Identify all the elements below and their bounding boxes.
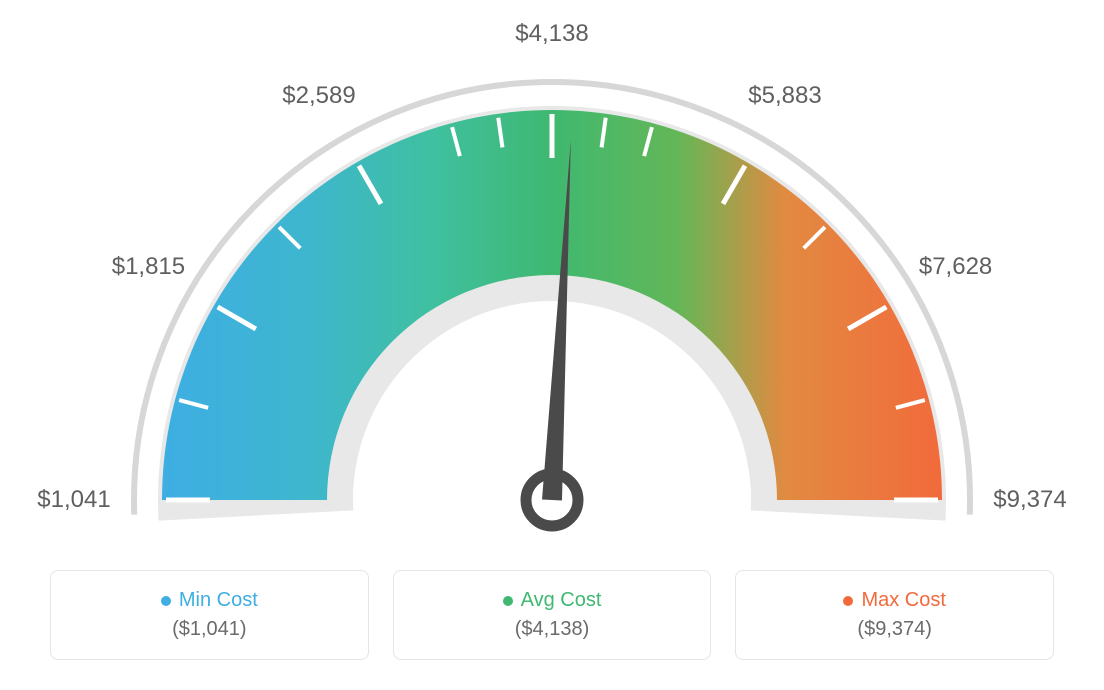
gauge-tick-label: $9,374 bbox=[993, 486, 1066, 514]
legend-title-min: Min Cost bbox=[161, 589, 258, 612]
legend-row: Min Cost ($1,041) Avg Cost ($4,138) Max … bbox=[50, 570, 1054, 660]
legend-min-label: Min Cost bbox=[179, 589, 258, 612]
legend-max-label: Max Cost bbox=[861, 589, 945, 612]
gauge-svg bbox=[52, 10, 1052, 550]
gauge-tick-label: $4,138 bbox=[515, 20, 588, 48]
legend-title-avg: Avg Cost bbox=[503, 589, 602, 612]
bullet-icon bbox=[843, 596, 853, 606]
legend-title-max: Max Cost bbox=[843, 589, 945, 612]
bullet-icon bbox=[161, 596, 171, 606]
gauge-tick-label: $5,883 bbox=[748, 82, 821, 110]
cost-gauge: $1,041$1,815$2,589$4,138$5,883$7,628$9,3… bbox=[52, 10, 1052, 550]
legend-card-avg: Avg Cost ($4,138) bbox=[393, 570, 712, 660]
bullet-icon bbox=[503, 596, 513, 606]
gauge-tick-label: $7,628 bbox=[919, 253, 992, 281]
gauge-tick-label: $1,041 bbox=[37, 486, 110, 514]
legend-avg-label: Avg Cost bbox=[521, 589, 602, 612]
legend-max-value: ($9,374) bbox=[857, 618, 932, 641]
gauge-tick-label: $2,589 bbox=[282, 82, 355, 110]
legend-min-value: ($1,041) bbox=[172, 618, 247, 641]
gauge-tick-label: $1,815 bbox=[112, 253, 185, 281]
legend-card-max: Max Cost ($9,374) bbox=[735, 570, 1054, 660]
legend-card-min: Min Cost ($1,041) bbox=[50, 570, 369, 660]
legend-avg-value: ($4,138) bbox=[515, 618, 590, 641]
